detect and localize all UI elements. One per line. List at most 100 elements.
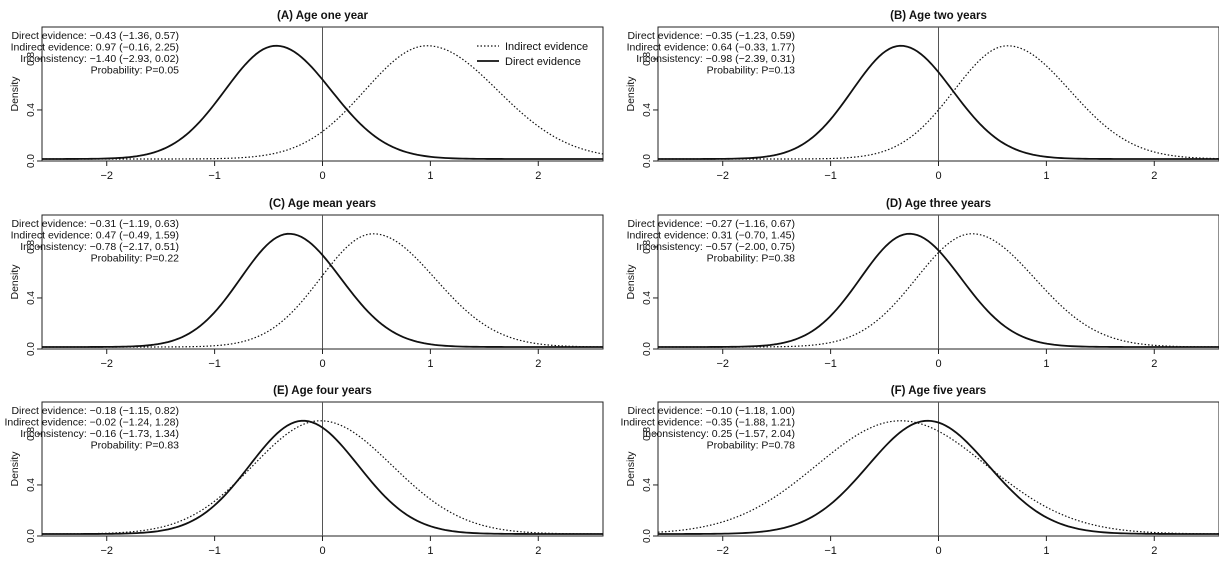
x-tick-label: 2 (535, 545, 541, 557)
annotation-line: Probability: P=0.83 (91, 440, 180, 452)
x-tick-label: 0 (319, 358, 325, 370)
x-tick-label: 0 (935, 358, 941, 370)
direct-evidence-curve (42, 44, 603, 160)
direct-evidence-curve (658, 44, 1219, 160)
annotation-line: Inconsistency: −0.98 (−2.39, 0.31) (636, 53, 795, 65)
direct-evidence-curve (42, 419, 603, 535)
annotation-line: Indirect evidence: 0.97 (−0.16, 2.25) (11, 42, 179, 54)
legend-label: Indirect evidence (505, 41, 588, 53)
annotation-line: Inconsistency: −0.16 (−1.73, 1.34) (20, 428, 179, 440)
chart-panel-1: (A) Age one year 0.0 0.4 0.8 Density −2 −1 0 1 2 D… (9, 10, 604, 182)
annotation-line: Indirect evidence: 0.31 (−0.70, 1.45) (627, 230, 795, 242)
x-tick-label: 0 (935, 170, 941, 182)
annotation-line: Direct evidence: −0.35 (−1.23, 0.59) (627, 30, 795, 42)
y-tick-label: 0.0 (642, 529, 653, 543)
x-tick-label: −1 (824, 358, 837, 370)
x-tick-label: 1 (1043, 170, 1049, 182)
direct-evidence-curve (42, 232, 603, 348)
annotation-line: Direct evidence: −0.31 (−1.19, 0.63) (11, 218, 179, 230)
panel-title: (B) Age two years (890, 10, 987, 22)
x-tick-label: 0 (935, 545, 941, 557)
x-tick-label: −2 (716, 545, 729, 557)
x-tick-label: 2 (1151, 170, 1157, 182)
y-tick-label: 0.0 (642, 154, 653, 168)
y-tick-label: 0.8 (642, 52, 653, 66)
y-tick-label: 0.8 (26, 240, 37, 254)
x-tick-label: 2 (1151, 358, 1157, 370)
y-axis-label: Density (625, 76, 637, 112)
direct-evidence-curve (658, 232, 1219, 348)
y-tick-label: 0.0 (642, 342, 653, 356)
x-tick-label: 1 (427, 545, 433, 557)
x-tick-label: −1 (824, 545, 837, 557)
y-tick-label: 0.8 (26, 52, 37, 66)
annotation-line: Probability: P=0.13 (707, 65, 796, 77)
y-tick-label: 0.4 (642, 291, 653, 305)
x-tick-label: 1 (1043, 545, 1049, 557)
annotation-line: Indirect evidence: −0.02 (−1.24, 1.28) (4, 417, 179, 429)
annotation-line: Probability: P=0.38 (707, 253, 796, 265)
annotation-line: Direct evidence: −0.10 (−1.18, 1.00) (627, 405, 795, 417)
y-tick-label: 0.4 (26, 291, 37, 305)
y-axis-label: Density (9, 264, 21, 300)
y-tick-label: 0.4 (642, 103, 653, 117)
chart-panel-2: (B) Age two years 0.0 0.4 0.8 Density −2 −1 0 1 2… (625, 10, 1219, 182)
legend: Indirect evidence Direct evidence (477, 41, 588, 68)
annotation-line: Probability: P=0.05 (91, 65, 180, 77)
y-axis-label: Density (625, 451, 637, 487)
indirect-evidence-curve (657, 420, 1219, 535)
y-tick-label: 0.0 (26, 529, 37, 543)
indirect-evidence-curve (658, 45, 1219, 160)
annotation-line: Indirect evidence: −0.35 (−1.88, 1.21) (620, 417, 795, 429)
panel-title: (E) Age four years (273, 385, 372, 397)
x-tick-label: 2 (535, 358, 541, 370)
y-axis-label: Density (9, 76, 21, 112)
y-tick-label: 0.4 (26, 103, 37, 117)
y-tick-label: 0.4 (642, 478, 653, 492)
chart-panel-6: (F) Age five years 0.0 0.4 0.8 Density −2 −1 0 1… (620, 385, 1219, 557)
x-tick-label: 2 (1151, 545, 1157, 557)
annotation-line: Probability: P=0.78 (707, 440, 796, 452)
y-axis-label: Density (625, 264, 637, 300)
panel-title: (A) Age one year (277, 10, 368, 22)
x-tick-label: −1 (208, 358, 221, 370)
x-tick-label: −2 (716, 358, 729, 370)
annotation-line: Inconsistency: −0.78 (−2.17, 0.51) (20, 241, 179, 253)
y-tick-label: 0.8 (642, 427, 653, 441)
annotation-line: Probability: P=0.22 (91, 253, 180, 265)
annotation-line: Indirect evidence: 0.64 (−0.33, 1.77) (627, 42, 795, 54)
x-tick-label: −1 (208, 545, 221, 557)
direct-evidence-curve (657, 419, 1219, 535)
x-tick-label: −2 (100, 170, 113, 182)
y-tick-label: 0.0 (26, 342, 37, 356)
x-tick-label: −2 (100, 358, 113, 370)
chart-panel-3: (C) Age mean years 0.0 0.4 0.8 Density −2 −1 0 1… (9, 198, 604, 370)
panel-title: (D) Age three years (886, 198, 991, 210)
x-tick-label: 0 (319, 545, 325, 557)
annotation-line: Direct evidence: −0.18 (−1.15, 0.82) (11, 405, 179, 417)
y-tick-label: 0.0 (26, 154, 37, 168)
x-tick-label: 1 (427, 358, 433, 370)
y-axis-label: Density (9, 451, 21, 487)
panel-title: (C) Age mean years (269, 198, 376, 210)
chart-panel-4: (D) Age three years 0.0 0.4 0.8 Density −2 −1 0… (625, 198, 1219, 370)
x-tick-label: −1 (208, 170, 221, 182)
annotation-line: Inconsistency: −1.40 (−2.93, 0.02) (20, 53, 179, 65)
y-tick-label: 0.4 (26, 478, 37, 492)
x-tick-label: −2 (716, 170, 729, 182)
x-tick-label: −1 (824, 170, 837, 182)
annotation-line: Inconsistency: −0.57 (−2.00, 0.75) (636, 241, 795, 253)
annotation-line: Direct evidence: −0.43 (−1.36, 0.57) (11, 30, 179, 42)
x-tick-label: 2 (535, 170, 541, 182)
x-tick-label: 1 (1043, 358, 1049, 370)
chart-panel-5: (E) Age four years 0.0 0.4 0.8 Density −2 −1 0 1… (4, 385, 604, 557)
panel-title: (F) Age five years (891, 385, 986, 397)
annotation-line: Direct evidence: −0.27 (−1.16, 0.67) (627, 218, 795, 230)
legend-label: Direct evidence (505, 56, 581, 68)
y-tick-label: 0.8 (642, 240, 653, 254)
annotation-line: Inconsistency: 0.25 (−1.57, 2.04) (642, 428, 795, 440)
x-tick-label: 1 (427, 170, 433, 182)
y-tick-label: 0.8 (26, 427, 37, 441)
x-tick-label: −2 (100, 545, 113, 557)
